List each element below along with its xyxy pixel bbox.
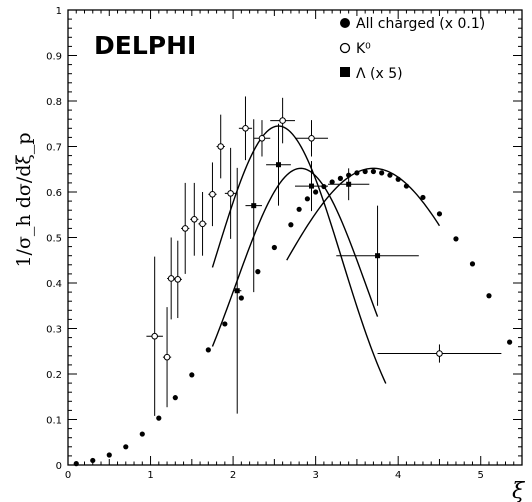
fit-curve-1	[211, 125, 387, 384]
point-k0	[217, 143, 225, 150]
point-lambda	[309, 183, 315, 189]
x-tick-label: 0	[65, 470, 71, 481]
point-k0	[209, 190, 216, 198]
point-all-charged	[337, 175, 343, 181]
point-all-charged	[255, 269, 261, 275]
legend-marker-k0	[339, 42, 351, 54]
legend-label-k0: K⁰	[356, 41, 371, 57]
point-lambda	[234, 288, 240, 294]
point-lambda	[375, 253, 381, 259]
point-k0	[163, 353, 171, 361]
point-k0	[199, 220, 206, 228]
fit-curve-2	[211, 167, 379, 347]
point-all-charged	[106, 452, 112, 458]
point-all-charged	[172, 395, 178, 401]
y-tick-label: 1	[56, 6, 62, 17]
axis-ticks	[67, 9, 523, 466]
experiment-label: DELPHI	[94, 31, 196, 60]
point-k0	[258, 135, 266, 142]
point-lambda	[275, 162, 281, 168]
point-k0	[151, 332, 158, 340]
point-all-charged	[387, 172, 393, 178]
point-all-charged	[469, 261, 476, 267]
fit-curves	[211, 125, 441, 384]
legend-marker-lambda	[340, 67, 350, 77]
point-all-charged	[189, 372, 195, 378]
point-all-charged	[123, 444, 129, 450]
tick-labels: 0 1 2 3 4 5 0 0.1 0.2 0.3 0.4 0.5 0.6 0.7 0.8 0.9 1	[46, 6, 484, 481]
point-all-charged	[403, 183, 410, 189]
point-all-charged	[329, 179, 335, 185]
point-all-charged	[354, 170, 360, 176]
point-all-charged	[362, 168, 368, 175]
point-all-charged	[156, 415, 162, 421]
legend-marker-all-charged	[340, 18, 350, 28]
error-bars	[146, 96, 502, 416]
legend-label-lambda: Λ (x 5)	[356, 66, 403, 82]
point-lambda	[251, 203, 257, 209]
point-k0	[308, 135, 315, 142]
point-k0	[174, 276, 182, 283]
point-all-charged	[395, 176, 401, 182]
x-axis-label: ξ_p	[512, 479, 532, 502]
point-all-charged	[90, 457, 96, 464]
point-k0	[242, 125, 249, 132]
point-k0	[190, 216, 198, 223]
y-tick-label: 0.2	[46, 370, 62, 381]
y-tick-label: 0.9	[46, 52, 62, 63]
point-k0	[227, 190, 234, 197]
point-all-charged	[288, 222, 294, 228]
point-all-charged	[238, 295, 244, 301]
legend-label-all-charged: All charged (x 0.1)	[356, 16, 485, 32]
point-lambda	[346, 181, 352, 187]
y-tick-label: 0.5	[46, 234, 62, 245]
legend: All charged (x 0.1) K⁰ Λ (x 5)	[339, 16, 485, 82]
point-all-charged	[370, 168, 377, 175]
point-all-charged	[420, 194, 426, 201]
point-all-charged	[304, 196, 310, 202]
y-tick-label: 0.6	[46, 188, 62, 199]
y-tick-label: 0.8	[46, 97, 62, 108]
point-all-charged	[346, 172, 352, 178]
point-all-charged	[222, 321, 228, 327]
y-axis-label: 1/σ_h dσ/dξ_p	[13, 132, 35, 267]
point-all-charged	[313, 189, 319, 195]
point-all-charged	[296, 206, 302, 212]
y-tick-label: 0.4	[46, 279, 62, 290]
point-k0	[436, 350, 443, 357]
point-k0	[181, 225, 189, 232]
point-all-charged	[321, 183, 327, 190]
x-tick-label: 5	[478, 470, 484, 481]
point-all-charged	[205, 347, 211, 353]
x-tick-label: 2	[230, 470, 236, 481]
x-tick-label: 4	[395, 470, 401, 481]
y-tick-label: 0	[56, 461, 62, 472]
point-all-charged	[139, 431, 145, 437]
point-k0	[279, 117, 286, 124]
x-tick-label: 1	[147, 470, 153, 481]
y-tick-label: 0.1	[46, 416, 62, 427]
point-all-charged	[379, 170, 385, 176]
fit-curve-3	[286, 167, 441, 261]
x-tick-label: 3	[312, 470, 318, 481]
y-tick-label: 0.3	[46, 325, 62, 336]
point-all-charged	[507, 339, 513, 345]
point-all-charged	[453, 236, 459, 242]
point-all-charged	[486, 293, 492, 299]
data-markers	[73, 117, 513, 467]
plot-frame	[67, 9, 523, 466]
point-k0	[167, 275, 175, 282]
point-all-charged	[271, 244, 277, 251]
y-tick-label: 0.7	[46, 143, 62, 154]
point-all-charged	[436, 211, 443, 217]
